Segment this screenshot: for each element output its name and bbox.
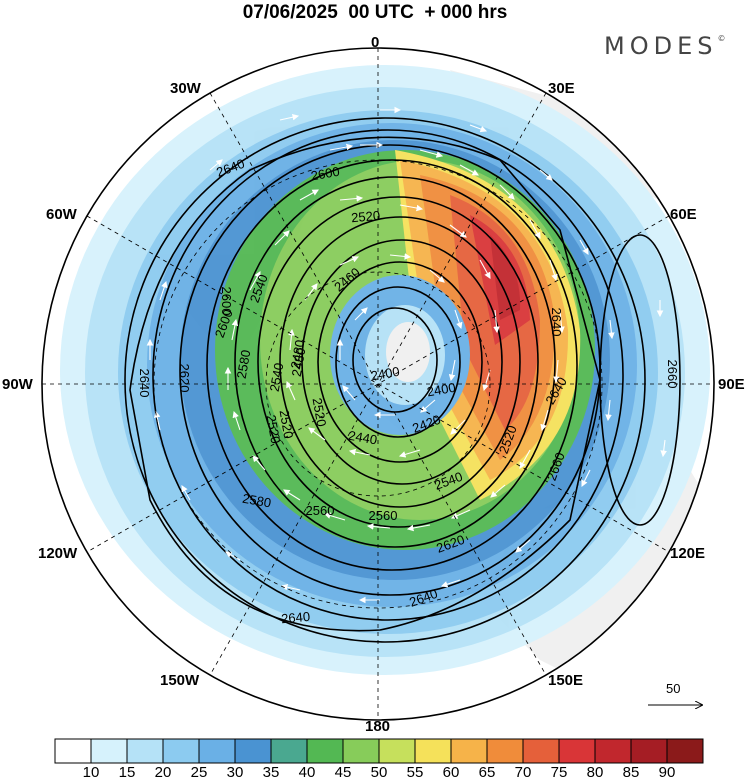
- colorbar-tick-label: 50: [370, 764, 388, 781]
- lon-label-0: 0: [371, 34, 380, 51]
- lon-label-180: 180: [365, 718, 391, 735]
- colorbar-swatch: [306, 738, 344, 764]
- lon-label-120w: 120W: [38, 545, 78, 562]
- brand-logo: MODES©: [604, 32, 726, 60]
- colorbar-swatch: [450, 738, 488, 764]
- colorbar-swatch: [378, 738, 416, 764]
- graticule: [42, 48, 714, 720]
- lon-label-60w: 60W: [46, 206, 77, 223]
- colorbar-swatch: [54, 738, 92, 764]
- colorbar-swatch: [126, 738, 164, 764]
- lon-label-30w: 30W: [170, 80, 201, 97]
- lon-label-90w: 90W: [2, 376, 33, 393]
- colorbar-swatch: [666, 738, 704, 764]
- wind-vectors: [146, 106, 667, 604]
- lon-label-150e: 150E: [548, 672, 584, 689]
- colorbar-swatch: [558, 738, 596, 764]
- colorbar-swatch: [162, 738, 200, 764]
- lon-label-90e: 90E: [718, 376, 745, 393]
- colorbar-swatch: [630, 738, 668, 764]
- colorbar-swatch: [198, 738, 236, 764]
- chart-title: 07/06/2025 00 UTC + 000 hrs: [242, 2, 508, 23]
- colorbar-swatch: [414, 738, 452, 764]
- colorbar-tick-label: 35: [262, 764, 280, 781]
- wind-speed-shading: [60, 65, 710, 675]
- colorbar-swatch: [522, 738, 560, 764]
- colorbar-swatch: [234, 738, 272, 764]
- colorbar-tick-label: 65: [478, 764, 496, 781]
- lon-label-120e: 120E: [670, 545, 706, 562]
- colorbar-tick-label: 70: [514, 764, 532, 781]
- colorbar-swatch: [594, 738, 632, 764]
- colorbar-tick-label: 75: [550, 764, 568, 781]
- height-contours: [124, 117, 681, 643]
- colorbar-tick-label: 25: [190, 764, 208, 781]
- colorbar-swatch: [342, 738, 380, 764]
- colorbar-tick-label: 45: [334, 764, 352, 781]
- lon-label-30e: 30E: [548, 80, 575, 97]
- colorbar-swatch: [270, 738, 308, 764]
- colorbar-tick-label: 85: [622, 764, 640, 781]
- colorbar-tick-label: 10: [82, 764, 100, 781]
- vector-reference-label: 50: [666, 681, 681, 696]
- lon-label-60e: 60E: [670, 206, 697, 223]
- colorbar-tick-label: 15: [118, 764, 136, 781]
- map-boundary: [41, 47, 715, 721]
- colorbar-tick-label: 20: [154, 764, 172, 781]
- colorbar-tick-label: 60: [442, 764, 460, 781]
- colorbar-tick-label: 40: [298, 764, 316, 781]
- colorbar-swatch: [90, 738, 128, 764]
- colorbar: [54, 738, 704, 764]
- lon-label-150w: 150W: [160, 672, 200, 689]
- colorbar-tick-label: 90: [658, 764, 676, 781]
- colorbar-tick-label: 80: [586, 764, 604, 781]
- colorbar-tick-label: 30: [226, 764, 244, 781]
- colorbar-swatch: [486, 738, 524, 764]
- colorbar-tick-label: 55: [406, 764, 424, 781]
